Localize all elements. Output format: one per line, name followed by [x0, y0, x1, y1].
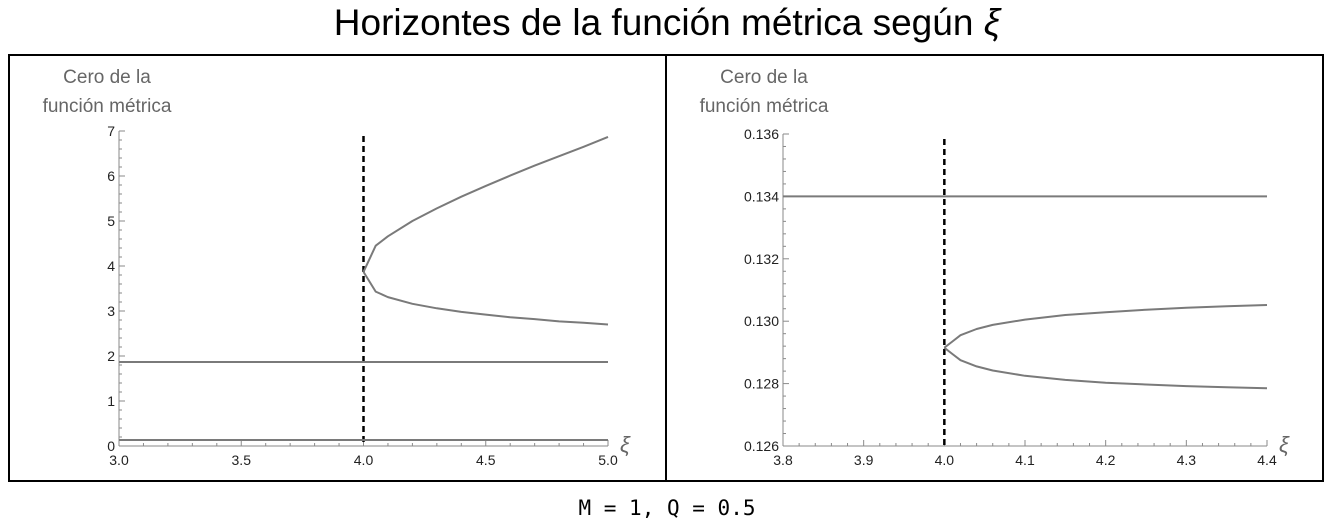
x-tick-label: 4.2 — [1096, 452, 1116, 468]
x-tick-label: 4.0 — [354, 452, 374, 468]
chart-title: Horizontes de la función métrica según ξ — [0, 2, 1334, 44]
horizon-curve-4 — [362, 271, 609, 326]
x-tick-label: 4.1 — [1015, 452, 1035, 468]
y-tick-label: 0 — [107, 438, 115, 454]
right-plot: Cero de la función métrica 3.8 3.9 4.0 4.1 4.2… — [700, 67, 1290, 468]
y-tick-label: 4 — [107, 258, 115, 274]
panel-divider — [665, 54, 667, 482]
y-tick-label: 0.130 — [744, 313, 779, 329]
y-tick-label: 0.126 — [744, 438, 779, 454]
horizon-curve-3 — [943, 346, 1268, 390]
parameters-caption: M = 1, Q = 0.5 — [578, 496, 756, 520]
x-tick-label: 3.0 — [109, 452, 129, 468]
title-text: Horizontes de la función métrica según — [333, 2, 984, 43]
x-axis-label: ξ — [620, 432, 631, 457]
x-tick-label: 4.3 — [1177, 452, 1197, 468]
y-axis-label-line2: función métrica — [43, 96, 172, 117]
x-tick-label: 3.8 — [773, 452, 793, 468]
y-tick-label: 0.134 — [744, 188, 779, 204]
y-axis-label-line2: función métrica — [700, 96, 829, 117]
x-axis-label: ξ — [1279, 432, 1290, 457]
y-axis-label-line1: Cero de la — [720, 67, 808, 88]
x-tick-label: 4.5 — [476, 452, 496, 468]
y-tick-label: 6 — [107, 168, 115, 184]
y-axis-label-line1: Cero de la — [63, 67, 151, 88]
y-tick-label: 3 — [107, 303, 115, 319]
x-tick-label: 3.5 — [232, 452, 252, 468]
title-symbol: ξ — [983, 2, 1001, 43]
y-tick-label: 0.136 — [744, 126, 779, 142]
y-tick-label: 0.128 — [744, 376, 779, 392]
horizon-curve-2 — [943, 304, 1268, 349]
left-plot: Cero de la función métrica 3.0 3.5 4.0 4.5 5.0… — [43, 67, 631, 468]
x-tick-label: 5.0 — [598, 452, 618, 468]
y-tick-label: 7 — [107, 123, 115, 139]
y-tick-label: 1 — [107, 393, 115, 409]
x-tick-label: 3.9 — [854, 452, 874, 468]
x-tick-label: 4.0 — [935, 452, 955, 468]
y-tick-label: 5 — [107, 213, 115, 229]
x-tick-label: 4.4 — [1257, 452, 1277, 468]
y-tick-label: 2 — [107, 348, 115, 364]
horizon-curve-3 — [362, 135, 609, 273]
y-tick-label: 0.132 — [744, 251, 779, 267]
